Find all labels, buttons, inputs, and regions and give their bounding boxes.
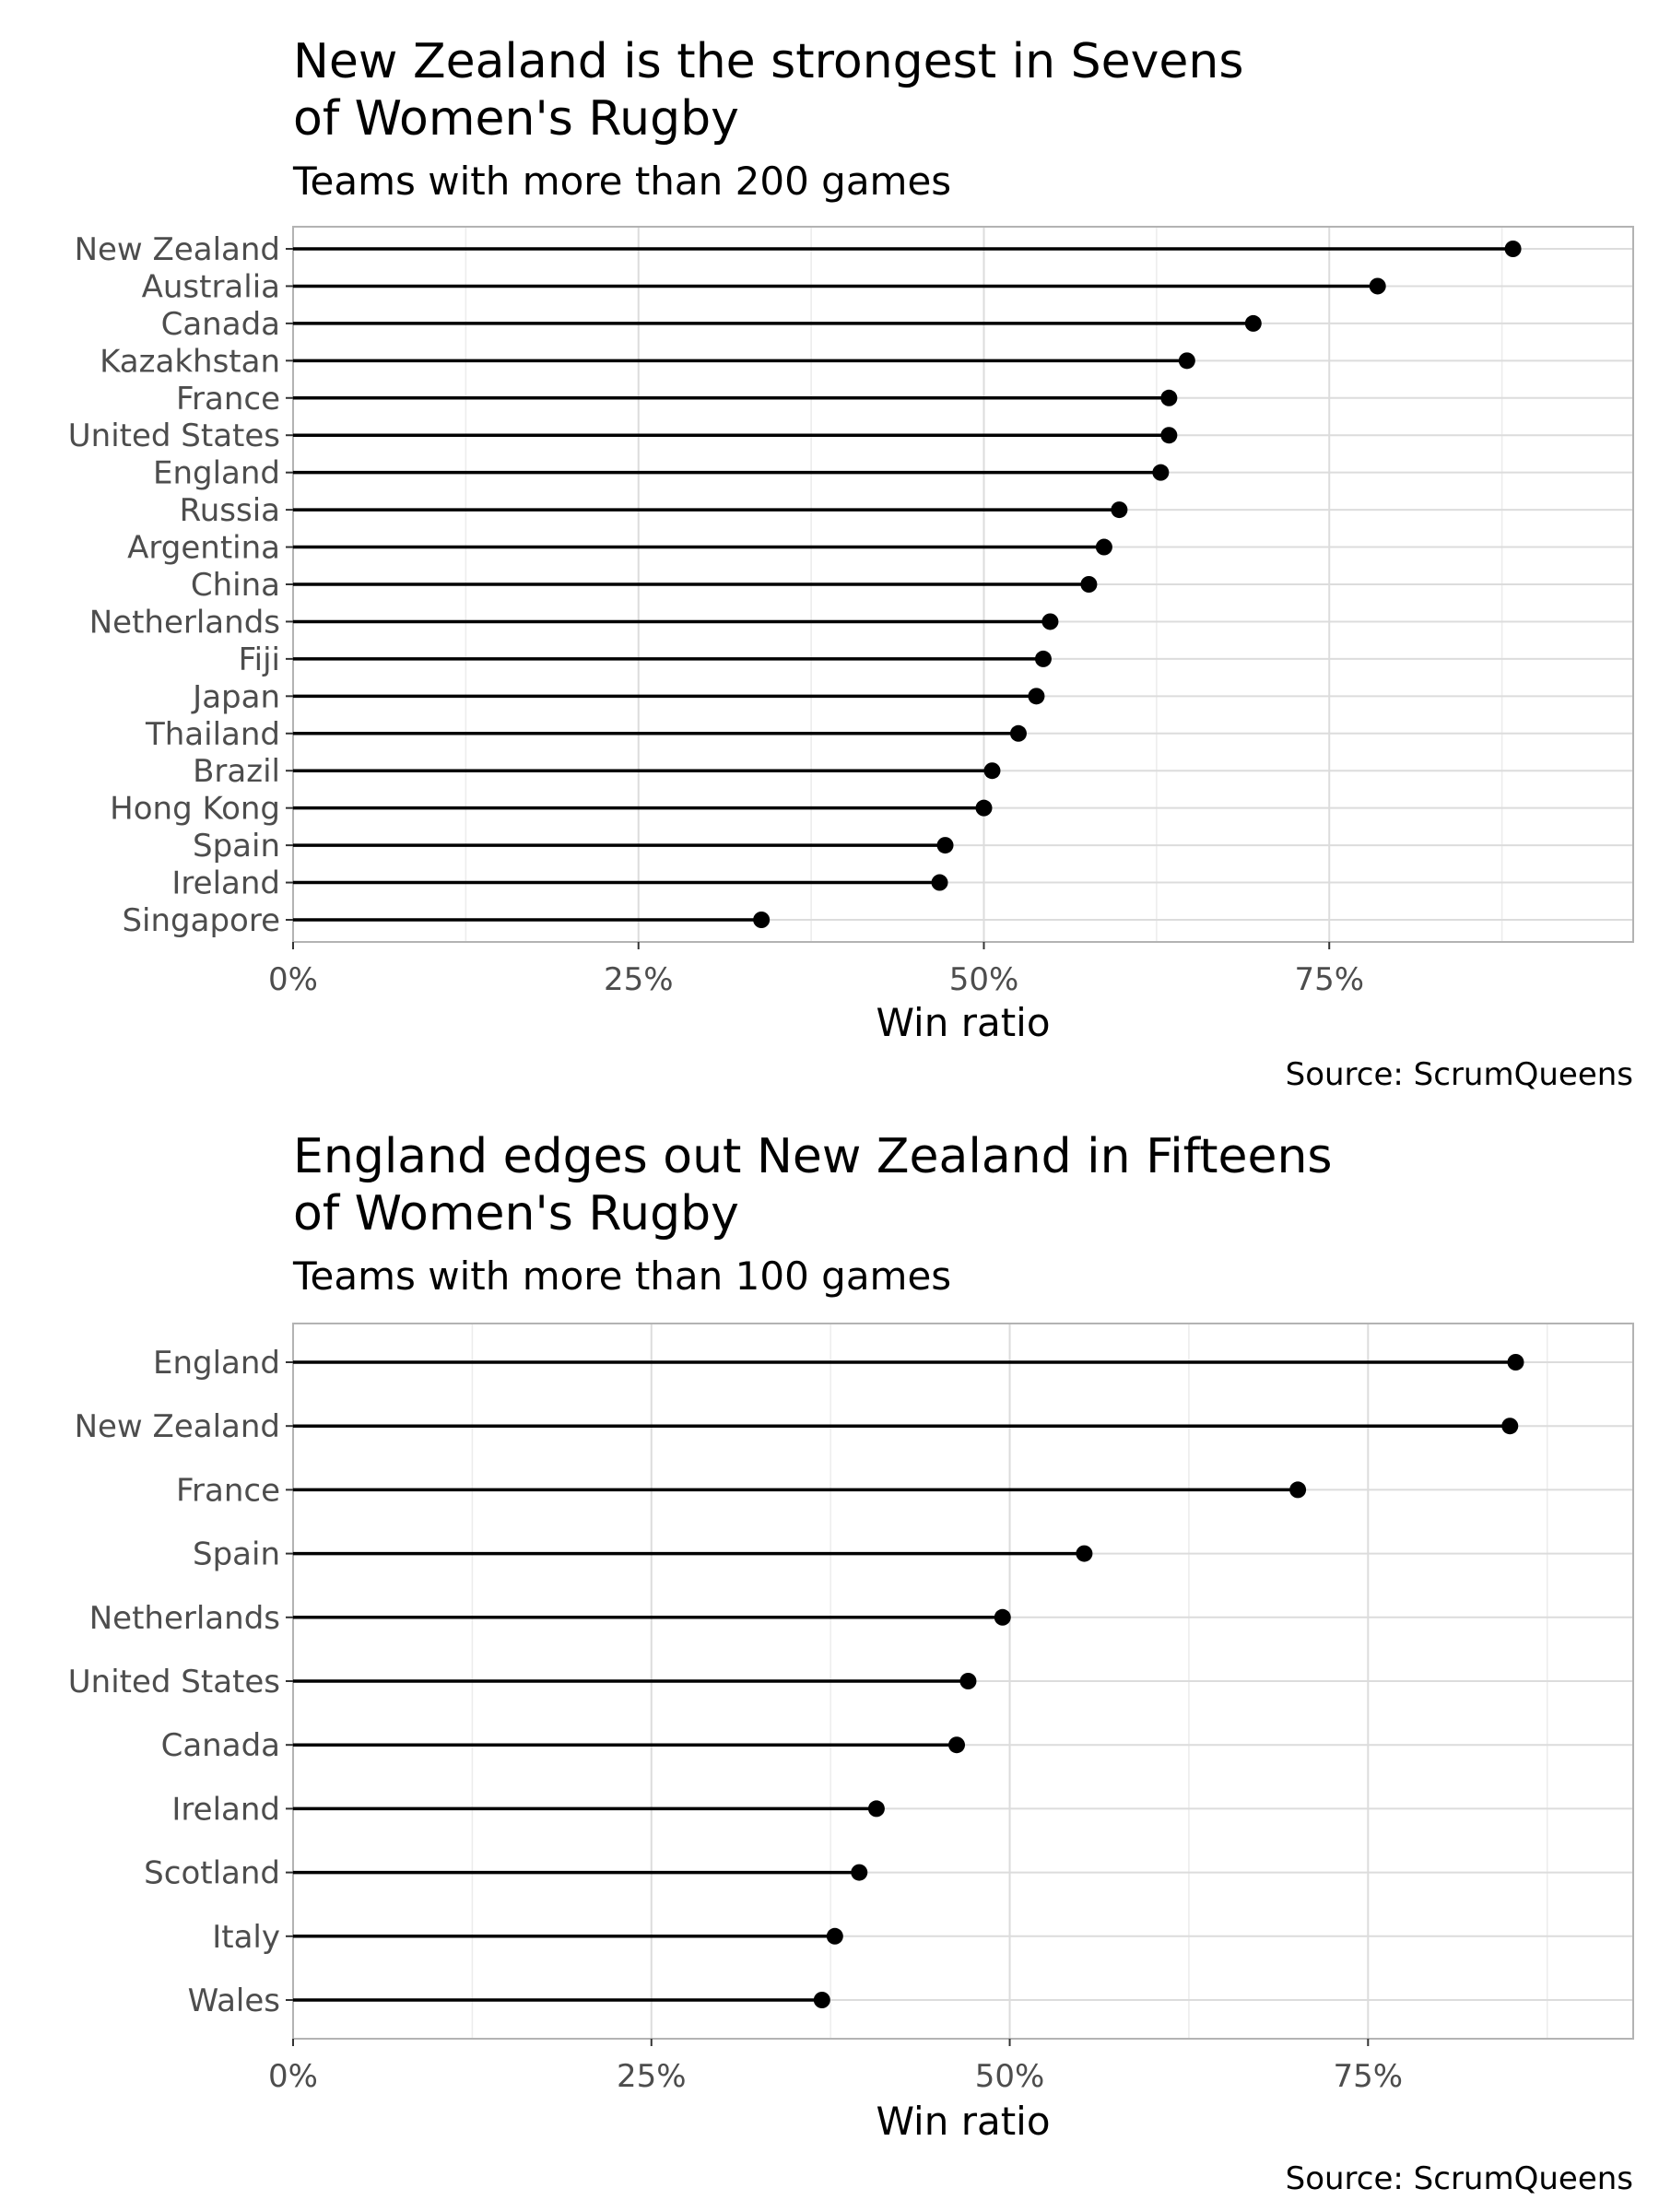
y-tick-label: Hong Kong (110, 791, 280, 828)
chart-title-line: New Zealand is the strongest in Sevens (293, 34, 1244, 89)
y-tick-label: Ireland (171, 865, 280, 902)
y-tick-label: Japan (191, 678, 280, 715)
lollipop-point (983, 762, 1001, 780)
lollipop-point (1009, 724, 1027, 742)
y-tick-label: Canada (161, 306, 280, 343)
chart-caption: Source: ScrumQueens (1285, 1056, 1633, 1093)
x-tick-label: 0% (268, 961, 318, 998)
chart-title: England edges out New Zealand in Fifteen… (293, 1128, 1639, 1242)
y-tick-label: France (176, 381, 280, 418)
y-tick-label: Russia (180, 492, 280, 529)
y-tick-label: France (176, 1472, 280, 1509)
chart-subtitle: Teams with more than 200 games (293, 159, 952, 204)
lollipop-point (1507, 1354, 1524, 1371)
y-tick-label: Australia (142, 268, 280, 305)
chart-title: New Zealand is the strongest in Sevens o… (293, 33, 1639, 147)
lollipop-point (1501, 1418, 1519, 1435)
lollipop-point (1080, 576, 1098, 593)
y-tick-label: Spain (193, 828, 280, 865)
lollipop-point (867, 1800, 885, 1818)
lollipop-point (813, 1992, 830, 2008)
lollipop-point (1041, 613, 1059, 630)
y-tick-label: New Zealand (75, 231, 280, 268)
x-axis-title: Win ratio (876, 1000, 1050, 1045)
y-tick-label: Scotland (144, 1855, 280, 1892)
y-tick-label: Thailand (145, 716, 280, 753)
lollipop-point (931, 874, 948, 891)
y-tick-label: Ireland (171, 1791, 280, 1828)
y-tick-label: United States (68, 1664, 280, 1700)
lollipop-point (1160, 427, 1178, 444)
lollipop-point (826, 1927, 843, 1945)
fifteens-lollipop-chart: England New Zealand France Spain Netherlands… (68, 1323, 1634, 2144)
y-tick-label: Canada (161, 1727, 280, 1764)
y-tick-label: Brazil (193, 753, 280, 790)
sevens-lollipop-chart: New ZealandAustraliaCanadaKazakhstanFran… (68, 226, 1634, 1045)
chart-title-line: England edges out New Zealand in Fifteen… (293, 1129, 1333, 1184)
fifteens-chart-panel: England edges out New Zealand in Fifteen… (0, 1095, 1659, 2212)
sevens-chart-panel: New Zealand is the strongest in Sevens o… (68, 33, 1639, 1093)
y-tick-label: Italy (212, 1919, 280, 1956)
chart-caption: Source: ScrumQueens (1285, 2160, 1633, 2197)
lollipop-point (851, 1864, 868, 1881)
y-tick-label: Netherlands (89, 1600, 280, 1637)
y-tick-label: England (153, 455, 280, 492)
y-tick-label: Netherlands (89, 604, 280, 641)
x-tick-label: 50% (975, 2058, 1045, 2095)
y-tick-label: Spain (193, 1536, 280, 1573)
y-tick-label: England (153, 1345, 280, 1382)
lollipop-point (1111, 501, 1128, 519)
x-tick-label: 75% (1334, 2058, 1404, 2095)
chart-subtitle: Teams with more than 100 games (293, 1253, 952, 1299)
lollipop-point (1504, 241, 1522, 257)
lollipop-point (1369, 277, 1386, 295)
lollipop-point (1152, 464, 1170, 481)
lollipop-point (948, 1736, 966, 1754)
y-tick-label: Wales (188, 1983, 280, 2019)
lollipop-point (975, 799, 993, 817)
y-tick-label: Argentina (127, 530, 280, 567)
lollipop-point (1028, 688, 1045, 705)
y-tick-label: Kazakhstan (100, 343, 280, 380)
x-tick-label: 50% (949, 961, 1019, 998)
lollipop-point (936, 837, 954, 854)
x-tick-label: 0% (268, 2058, 318, 2095)
y-tick-label: Fiji (239, 641, 280, 678)
x-tick-label: 25% (604, 961, 674, 998)
y-tick-label: New Zealand (75, 1408, 280, 1445)
y-tick-label: China (191, 567, 280, 604)
lollipop-point (1244, 314, 1262, 332)
y-tick-label: United States (68, 418, 280, 454)
lollipop-point (1095, 538, 1112, 556)
lollipop-point (1289, 1481, 1307, 1499)
lollipop-point (753, 912, 771, 928)
chart-title-line: of Women's Rugby (293, 1186, 739, 1241)
lollipop-point (1034, 650, 1052, 667)
x-axis-title: Win ratio (876, 2099, 1050, 2144)
lollipop-point (959, 1673, 977, 1689)
lollipop-point (994, 1608, 1011, 1626)
x-tick-label: 25% (617, 2058, 687, 2095)
lollipop-point (1076, 1545, 1093, 1562)
lollipop-point (1160, 389, 1178, 406)
x-tick-label: 75% (1294, 961, 1364, 998)
chart-title-line: of Women's Rugby (293, 91, 739, 147)
y-tick-label: Singapore (122, 902, 280, 939)
lollipop-point (1178, 352, 1195, 370)
